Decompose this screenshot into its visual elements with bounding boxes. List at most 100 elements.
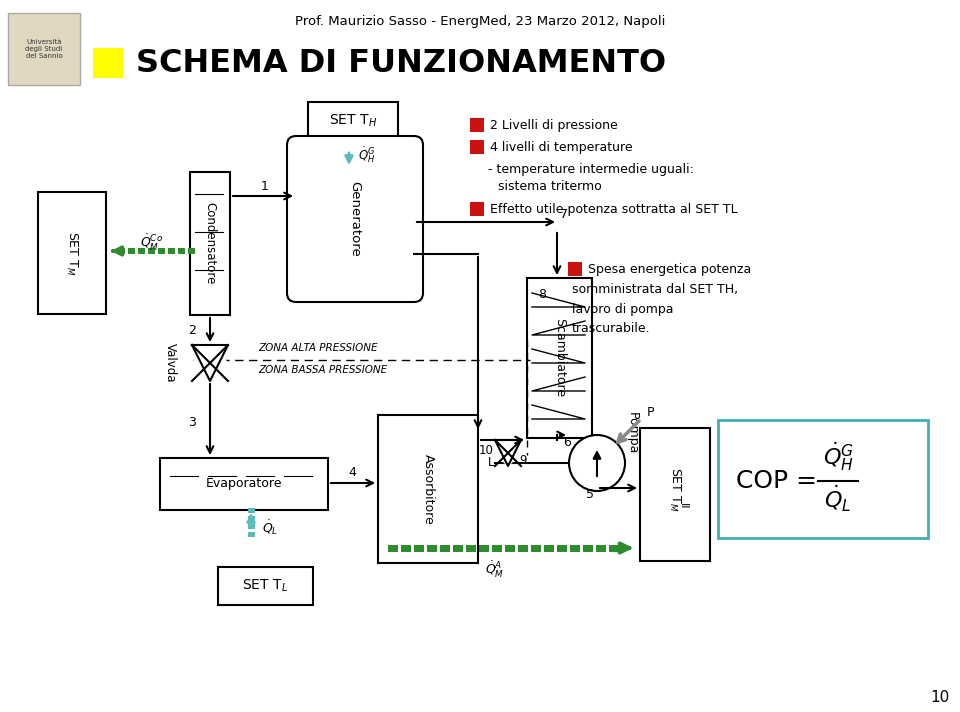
Text: $\dot{Q}^G_H$: $\dot{Q}^G_H$ xyxy=(823,441,853,473)
Text: somministrata dal SET TH,: somministrata dal SET TH, xyxy=(572,283,738,295)
Bar xyxy=(518,545,528,552)
Bar xyxy=(248,516,255,521)
Bar xyxy=(505,545,515,552)
FancyBboxPatch shape xyxy=(308,102,398,140)
Text: ZONA BASSA PRESSIONE: ZONA BASSA PRESSIONE xyxy=(258,365,387,375)
FancyBboxPatch shape xyxy=(287,136,423,302)
Bar xyxy=(470,202,484,216)
Text: 9: 9 xyxy=(519,454,526,468)
Bar xyxy=(492,545,502,552)
Text: P: P xyxy=(647,407,655,419)
Text: Scambiatore: Scambiatore xyxy=(553,318,566,397)
Text: 5: 5 xyxy=(586,488,594,501)
Text: $\dot{Q}^G_H$: $\dot{Q}^G_H$ xyxy=(358,145,375,165)
Text: Condensatore: Condensatore xyxy=(204,202,217,285)
Bar xyxy=(479,545,489,552)
Text: Università
degli Studi
del Sannio: Università degli Studi del Sannio xyxy=(25,39,62,59)
Text: Prof. Maurizio Sasso - EnergMed, 23 Marzo 2012, Napoli: Prof. Maurizio Sasso - EnergMed, 23 Marz… xyxy=(295,16,665,28)
Text: $\dot{Q}_L$: $\dot{Q}_L$ xyxy=(825,483,852,514)
Text: SCHEMA DI FUNZIONAMENTO: SCHEMA DI FUNZIONAMENTO xyxy=(136,48,666,78)
Text: $\dot{Q}^{Co}_M$: $\dot{Q}^{Co}_M$ xyxy=(140,233,163,253)
Text: 6: 6 xyxy=(563,436,571,449)
Text: 3: 3 xyxy=(188,416,196,429)
Bar xyxy=(427,545,437,552)
Bar xyxy=(345,161,353,166)
Text: Evaporatore: Evaporatore xyxy=(205,478,282,491)
Circle shape xyxy=(569,435,625,491)
Bar xyxy=(178,248,185,254)
Bar xyxy=(93,48,123,78)
Bar xyxy=(453,545,463,552)
Text: 4 livelli di temperature: 4 livelli di temperature xyxy=(490,140,633,154)
Bar xyxy=(190,172,230,315)
Bar xyxy=(248,524,255,529)
Text: SET T$_H$: SET T$_H$ xyxy=(329,112,377,129)
Bar xyxy=(414,545,424,552)
Bar xyxy=(596,545,606,552)
FancyBboxPatch shape xyxy=(718,420,928,538)
Text: 1: 1 xyxy=(261,181,269,194)
Text: sistema tritermo: sistema tritermo xyxy=(498,181,602,194)
Text: 2: 2 xyxy=(188,323,196,337)
Text: Effetto utile potenza sottratta al SET TL: Effetto utile potenza sottratta al SET T… xyxy=(490,202,737,216)
FancyBboxPatch shape xyxy=(378,415,478,563)
Text: 4: 4 xyxy=(348,466,356,479)
Polygon shape xyxy=(192,345,228,381)
Bar xyxy=(583,545,593,552)
Text: Pompa: Pompa xyxy=(626,412,638,454)
FancyBboxPatch shape xyxy=(8,13,80,85)
Polygon shape xyxy=(495,440,521,466)
Text: $\dot{Q}_L$: $\dot{Q}_L$ xyxy=(262,518,278,538)
Text: 10: 10 xyxy=(930,691,949,706)
Text: ZONA ALTA PRESSIONE: ZONA ALTA PRESSIONE xyxy=(258,343,377,353)
Text: II: II xyxy=(678,503,688,510)
Text: trascurabile.: trascurabile. xyxy=(572,323,651,335)
Text: L: L xyxy=(488,456,494,468)
Bar xyxy=(248,532,255,537)
Bar xyxy=(527,278,592,438)
Bar xyxy=(470,118,484,132)
Text: $\dot{Q}^A_M$: $\dot{Q}^A_M$ xyxy=(486,560,505,580)
Bar xyxy=(568,262,582,276)
Bar xyxy=(557,545,567,552)
Bar xyxy=(531,545,541,552)
Text: SET T$_M$: SET T$_M$ xyxy=(667,467,683,512)
Text: Assorbitore: Assorbitore xyxy=(421,454,435,524)
Bar xyxy=(640,428,710,561)
FancyBboxPatch shape xyxy=(218,567,313,605)
Text: 7: 7 xyxy=(560,209,568,221)
Bar xyxy=(138,248,145,254)
Bar xyxy=(158,248,165,254)
Text: Generatore: Generatore xyxy=(348,181,362,257)
Bar xyxy=(345,177,353,182)
Text: lavoro di pompa: lavoro di pompa xyxy=(572,303,674,315)
Bar xyxy=(248,508,255,513)
Bar xyxy=(168,248,175,254)
Bar xyxy=(470,140,484,154)
Text: Spesa energetica potenza: Spesa energetica potenza xyxy=(588,263,752,276)
Bar xyxy=(148,248,155,254)
Text: 8: 8 xyxy=(538,288,546,301)
Bar xyxy=(38,192,106,314)
Text: Valvda: Valvda xyxy=(163,343,177,383)
Bar xyxy=(345,169,353,174)
Text: SET T$_M$: SET T$_M$ xyxy=(64,231,80,276)
Bar xyxy=(440,545,450,552)
Bar xyxy=(188,248,195,254)
Bar xyxy=(466,545,476,552)
Text: - temperature intermedie uguali:: - temperature intermedie uguali: xyxy=(488,162,694,175)
Bar xyxy=(160,458,328,510)
Text: 10: 10 xyxy=(479,444,494,458)
Bar xyxy=(609,545,619,552)
Bar xyxy=(401,545,411,552)
Bar xyxy=(345,145,353,150)
Text: SET T$_L$: SET T$_L$ xyxy=(242,578,288,595)
Text: COP =: COP = xyxy=(736,469,825,493)
Bar xyxy=(118,248,125,254)
Text: 2 Livelli di pressione: 2 Livelli di pressione xyxy=(490,118,617,132)
Bar xyxy=(128,248,135,254)
Bar xyxy=(570,545,580,552)
Bar xyxy=(544,545,554,552)
Bar xyxy=(345,153,353,158)
Bar xyxy=(388,545,398,552)
